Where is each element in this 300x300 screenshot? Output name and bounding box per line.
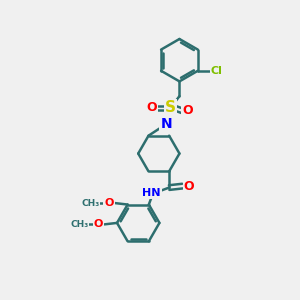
Text: O: O [147, 101, 158, 114]
Text: N: N [160, 117, 172, 131]
Text: S: S [165, 100, 176, 116]
Text: O: O [182, 104, 193, 117]
Text: CH₃: CH₃ [70, 220, 89, 229]
Text: Cl: Cl [210, 66, 222, 76]
Text: HN: HN [142, 188, 161, 199]
Text: CH₃: CH₃ [81, 199, 99, 208]
Text: O: O [104, 198, 114, 208]
Text: O: O [94, 219, 103, 230]
Text: O: O [184, 180, 194, 193]
